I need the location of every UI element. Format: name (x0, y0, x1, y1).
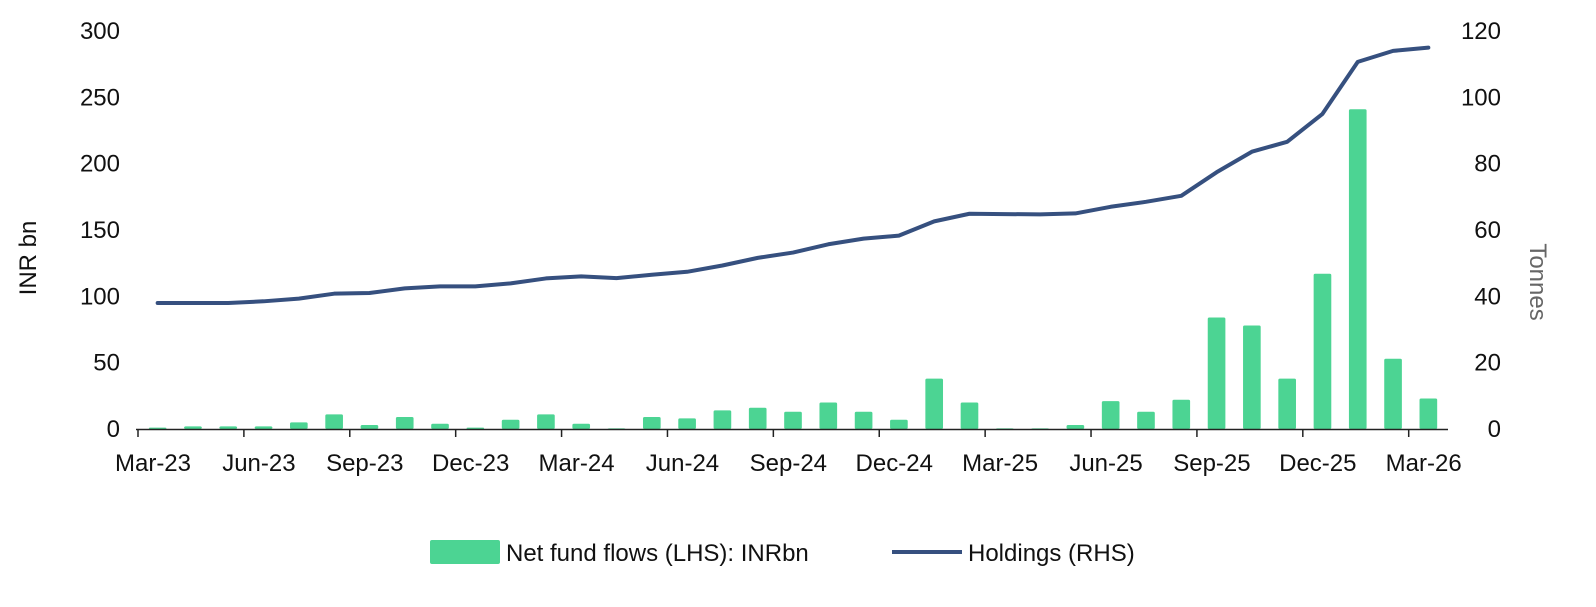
bar-oct-23 (396, 417, 414, 429)
bar-mar-24 (572, 424, 590, 429)
right-tick-label: 20 (1474, 350, 1501, 377)
bar-jun-24 (678, 418, 696, 429)
bar-may-24 (643, 417, 661, 429)
x-tick-label: Dec-25 (1279, 450, 1356, 477)
bar-jan-25 (925, 379, 943, 429)
x-tick-label: Mar-25 (962, 450, 1038, 477)
bar-apr-23 (184, 426, 202, 429)
left-tick-label: 300 (80, 18, 120, 45)
bar-oct-25 (1243, 326, 1261, 429)
bar-aug-23 (325, 414, 343, 429)
bar-jan-24 (502, 420, 520, 429)
right-tick-label: 60 (1474, 217, 1501, 244)
holdings-line (158, 48, 1429, 303)
legend-label-net-fund-flows: Net fund flows (LHS): INRbn (506, 540, 809, 567)
right-tick-label: 100 (1461, 84, 1501, 111)
bar-dec-24 (890, 420, 908, 429)
x-tick-label: Mar-24 (539, 450, 615, 477)
bar-jul-24 (714, 410, 732, 429)
bar-oct-24 (819, 402, 837, 429)
x-tick-label: Jun-23 (222, 450, 295, 477)
x-tick-label: Jun-25 (1069, 450, 1142, 477)
left-tick-label: 250 (80, 84, 120, 111)
left-axis-ticks: 0 50 100 150 200 250 300 (80, 18, 120, 443)
bar-sep-23 (361, 425, 379, 429)
left-axis-title: INR bn (15, 221, 42, 296)
x-tick-label: Dec-23 (432, 450, 509, 477)
line-layer (158, 48, 1429, 303)
bar-sep-25 (1208, 318, 1226, 429)
x-tick-label: Sep-23 (326, 450, 403, 477)
left-tick-label: 100 (80, 283, 120, 310)
bar-feb-25 (961, 402, 979, 429)
x-tick-label: Sep-25 (1173, 450, 1250, 477)
x-axis-ticks: Mar-23 Jun-23 Sep-23 Dec-23 Mar-24 Jun-24 Sep-… (115, 429, 1462, 477)
right-axis-ticks: 0 20 40 60 80 100 120 (1461, 18, 1501, 443)
bar-nov-23 (431, 424, 449, 429)
bar-jul-25 (1137, 412, 1155, 429)
right-tick-label: 80 (1474, 151, 1501, 178)
x-tick-label: Mar-26 (1386, 450, 1462, 477)
bar-jan-26 (1349, 109, 1367, 429)
x-tick-label: Sep-24 (750, 450, 827, 477)
bar-jun-23 (255, 426, 273, 429)
x-tick-label: Mar-23 (115, 450, 191, 477)
right-tick-label: 40 (1474, 283, 1501, 310)
left-tick-label: 50 (93, 350, 120, 377)
legend-swatch-net-fund-flows (430, 540, 500, 564)
x-tick-label: Jun-24 (646, 450, 719, 477)
legend: Net fund flows (LHS): INRbn Holdings (RH… (430, 540, 1135, 567)
bar-aug-25 (1172, 400, 1190, 429)
bar-may-23 (219, 426, 237, 429)
bar-nov-24 (855, 412, 873, 429)
bar-feb-24 (537, 414, 555, 429)
bar-aug-24 (749, 408, 767, 429)
bar-jun-25 (1102, 401, 1120, 429)
bar-feb-26 (1384, 359, 1402, 429)
x-tick-label: Dec-24 (856, 450, 933, 477)
bar-mar-26 (1420, 398, 1438, 429)
bar-jul-23 (290, 422, 308, 429)
left-tick-label: 0 (107, 416, 120, 443)
legend-label-holdings: Holdings (RHS) (968, 540, 1135, 567)
right-tick-label: 0 (1488, 416, 1501, 443)
left-tick-label: 150 (80, 217, 120, 244)
bar-sep-24 (784, 412, 802, 429)
right-tick-label: 120 (1461, 18, 1501, 45)
bar-nov-25 (1278, 379, 1296, 429)
right-axis-title: Tonnes (1524, 243, 1551, 320)
bar-dec-25 (1314, 274, 1332, 429)
left-tick-label: 200 (80, 151, 120, 178)
bar-may-25 (1067, 425, 1085, 429)
